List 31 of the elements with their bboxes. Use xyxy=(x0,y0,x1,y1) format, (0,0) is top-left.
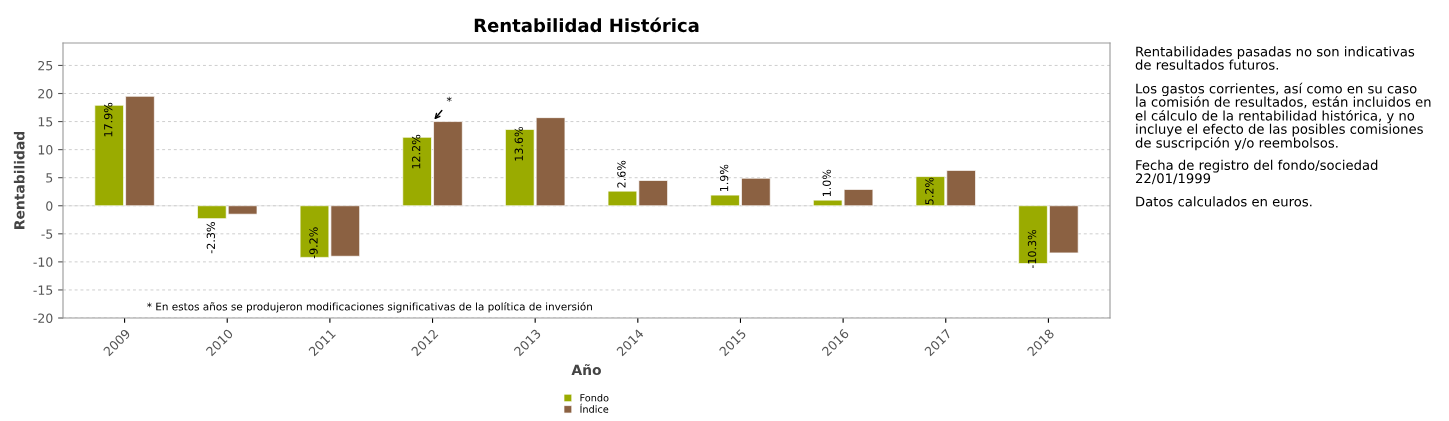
text: Los gastos corrientes, así como en su caso la comisión de resultados, están incluidos en el cálculo de la rentabilidad histórica, y no incluye el efecto de las posibles comisiones de suscripción y/o reembolsos. xyxy=(1135,82,1431,151)
x-axis-title: Año xyxy=(571,364,601,376)
y-tick-label: -5 xyxy=(41,229,53,239)
legend-label: Fondo xyxy=(580,393,609,402)
data-label: 1.0% xyxy=(822,169,831,197)
text: Rentabilidades pasadas no son indicativas de resultados futuros. xyxy=(1135,46,1415,70)
data-label: -10.3% xyxy=(1027,229,1037,269)
data-label: -2.3% xyxy=(206,222,216,254)
data-label: 17.9% xyxy=(104,102,113,137)
data-label: 2.6% xyxy=(617,160,626,188)
annotation: * xyxy=(446,96,452,102)
text: Datos calculados en euros. xyxy=(1136,196,1312,207)
chart-title: Rentabilidad Histórica xyxy=(474,17,699,33)
annotation: * En estos años se produjeron modificaciones significativas de la política de inversión xyxy=(147,302,592,313)
data-label: -9.2% xyxy=(309,227,318,259)
y-tick-label: 0 xyxy=(46,201,53,211)
legend-label: Índice xyxy=(580,403,609,413)
y-tick-label: 20 xyxy=(38,88,53,99)
y-axis-title: Rentabilidad xyxy=(13,131,25,229)
y-tick-label: 5 xyxy=(46,173,53,183)
y-tick-label: 25 xyxy=(38,60,53,71)
y-tick-label: 10 xyxy=(38,145,53,155)
y-tick-label: -10 xyxy=(33,257,53,267)
y-tick-label: 15 xyxy=(38,117,53,127)
y-tick-label: -20 xyxy=(33,313,53,323)
data-label: 5.2% xyxy=(925,177,934,205)
y-tick-label: -15 xyxy=(33,285,53,295)
text: Fecha de registro del fondo/sociedad 22/01/1999 xyxy=(1135,159,1378,185)
data-label: 1.9% xyxy=(719,164,729,192)
data-label: 13.6% xyxy=(514,126,523,161)
data-label: 12.2% xyxy=(411,134,421,169)
